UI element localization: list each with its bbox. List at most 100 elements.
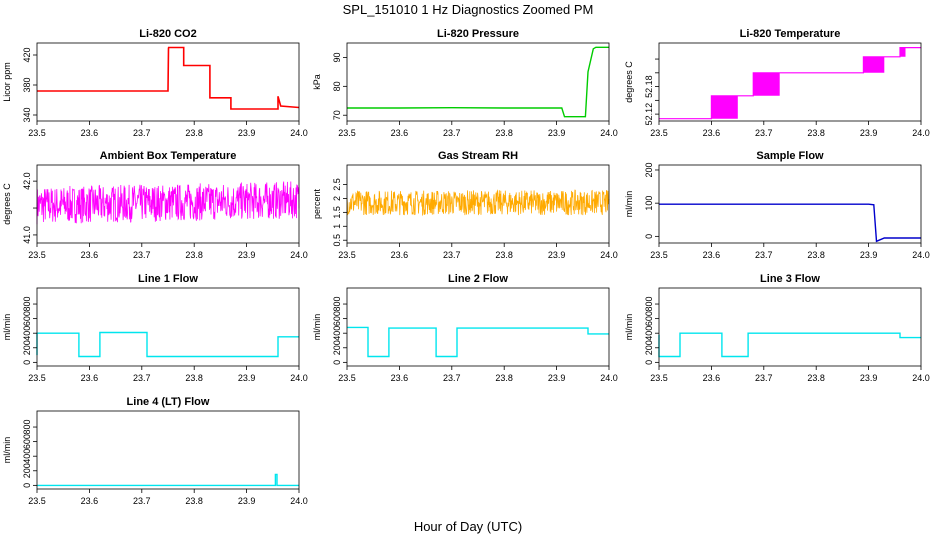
figure-title: SPL_151010 1 Hz Diagnostics Zoomed PM — [343, 2, 594, 17]
y-tick-label: 0 — [22, 360, 32, 365]
series-li-820-temperature — [659, 47, 921, 120]
x-tick-label: 24.0 — [912, 250, 930, 260]
y-tick-label: 200 — [22, 463, 32, 478]
x-tick-label: 23.9 — [548, 373, 566, 383]
x-tick-label: 23.8 — [495, 373, 513, 383]
y-axis-label: ml/min — [2, 314, 12, 341]
y-tick-label: 70 — [332, 110, 342, 120]
plot-frame — [346, 164, 610, 244]
x-tick-label: 23.9 — [548, 250, 566, 260]
panel-sample-flow: Sample Flow 23.5 23.6 23.7 23.8 23.9 24.0 0 100 2… — [624, 150, 930, 260]
y-tick-label: 340 — [22, 107, 32, 122]
y-tick-label: 41.0 — [22, 226, 32, 244]
x-tick-label: 23.9 — [860, 250, 878, 260]
plot-frame — [658, 164, 922, 244]
y-tick-label: 800 — [22, 420, 32, 435]
y-tick-label: 400 — [22, 326, 32, 341]
x-tick-label: 23.6 — [81, 250, 99, 260]
x-tick-label: 24.0 — [600, 373, 618, 383]
x-tick-label: 23.5 — [28, 496, 46, 506]
x-tick-label: 23.5 — [28, 373, 46, 383]
series-line-3-flow — [658, 332, 921, 358]
series-sample-flow — [659, 203, 921, 243]
plot-frame — [36, 287, 300, 367]
y-tick-label: 800 — [22, 297, 32, 312]
y-tick-label: 800 — [644, 297, 654, 312]
y-tick-label: 200 — [644, 340, 654, 355]
series-line — [36, 181, 300, 225]
y-tick-label: 90 — [332, 52, 342, 62]
x-tick-label: 24.0 — [290, 250, 308, 260]
series-oscillation — [899, 47, 906, 57]
x-tick-label: 23.9 — [238, 250, 256, 260]
plot-frame — [346, 287, 610, 367]
series-line-4-lt-flow — [37, 473, 299, 487]
plot-frame — [658, 42, 922, 122]
y-axis-label: ml/min — [312, 314, 322, 341]
series-line-2-flow — [347, 326, 609, 358]
y-tick-label: 0 — [644, 360, 654, 365]
x-tick-label: 24.0 — [912, 128, 930, 138]
x-tick-label: 23.6 — [391, 373, 409, 383]
plot-frame — [658, 287, 922, 367]
x-tick-label: 24.0 — [290, 373, 308, 383]
panel-grid: Li-820 CO2 23.5 23.6 23.7 23.8 23.9 24.0 340 380… — [2, 28, 930, 506]
x-tick-label: 23.6 — [81, 128, 99, 138]
y-tick-label: 200 — [22, 340, 32, 355]
y-tick-label: 2.5 — [332, 178, 342, 191]
x-tick-label: 23.5 — [650, 128, 668, 138]
series-oscillation — [863, 56, 885, 73]
panel-title: Line 3 Flow — [760, 273, 820, 285]
x-tick-label: 23.5 — [338, 373, 356, 383]
series-li-820-pressure — [347, 46, 609, 118]
y-axis-label: degrees C — [624, 61, 634, 103]
x-tick-label: 23.8 — [185, 128, 203, 138]
x-tick-label: 23.9 — [860, 373, 878, 383]
x-tick-label: 23.7 — [755, 250, 773, 260]
x-tick-label: 23.8 — [807, 128, 825, 138]
y-tick-label: 420 — [22, 47, 32, 62]
panel-title: Sample Flow — [756, 150, 824, 162]
y-tick-label: 200 — [644, 162, 654, 177]
x-tick-label: 23.7 — [133, 373, 151, 383]
y-tick-label: 1 — [332, 224, 342, 229]
panel-gas-stream-rh: Gas Stream RH 23.5 23.6 23.7 23.8 23.9 24.0 0.5… — [312, 150, 618, 260]
y-tick-label: 400 — [332, 326, 342, 341]
y-tick-label: 400 — [644, 326, 654, 341]
series-line — [37, 46, 300, 110]
x-tick-label: 23.6 — [703, 250, 721, 260]
y-tick-label: 400 — [22, 449, 32, 464]
y-tick-label: 100 — [644, 196, 654, 211]
series-oscillation — [752, 72, 780, 96]
x-tick-label: 23.8 — [495, 250, 513, 260]
series-line — [658, 332, 921, 358]
x-tick-label: 24.0 — [912, 373, 930, 383]
panel-line-4-lt-flow: Line 4 (LT) Flow 23.5 23.6 23.7 23.8 23.9 24.0… — [2, 396, 308, 506]
x-tick-label: 23.6 — [391, 128, 409, 138]
y-axis-label: Licor ppm — [2, 62, 12, 102]
panel-title: Li-820 Pressure — [437, 28, 519, 40]
x-tick-label: 23.5 — [28, 250, 46, 260]
y-tick-label: 0 — [644, 234, 654, 239]
x-tick-label: 24.0 — [290, 128, 308, 138]
y-tick-label: 0 — [332, 360, 342, 365]
series-line — [347, 326, 609, 358]
y-tick-label: 2 — [332, 196, 342, 201]
y-tick-label: 600 — [22, 434, 32, 449]
x-tick-label: 23.7 — [443, 373, 461, 383]
series-oscillation — [711, 95, 738, 119]
panel-li-820-co2: Li-820 CO2 23.5 23.6 23.7 23.8 23.9 24.0 340 380… — [2, 28, 308, 138]
x-tick-label: 24.0 — [600, 128, 618, 138]
figure-xlabel: Hour of Day (UTC) — [414, 519, 522, 534]
x-tick-label: 23.7 — [443, 128, 461, 138]
x-tick-label: 23.7 — [443, 250, 461, 260]
series-gas-stream-rh — [346, 189, 610, 217]
x-tick-label: 23.6 — [703, 373, 721, 383]
y-tick-label: 600 — [332, 311, 342, 326]
panel-title: Li-820 Temperature — [740, 28, 841, 40]
x-tick-label: 23.5 — [650, 373, 668, 383]
panel-line-3-flow: Line 3 Flow 23.5 23.6 23.7 23.8 23.9 24.0 0 2004… — [624, 273, 930, 383]
x-tick-label: 23.8 — [185, 496, 203, 506]
y-tick-label: 80 — [332, 81, 342, 91]
panel-title: Line 4 (LT) Flow — [127, 396, 210, 408]
